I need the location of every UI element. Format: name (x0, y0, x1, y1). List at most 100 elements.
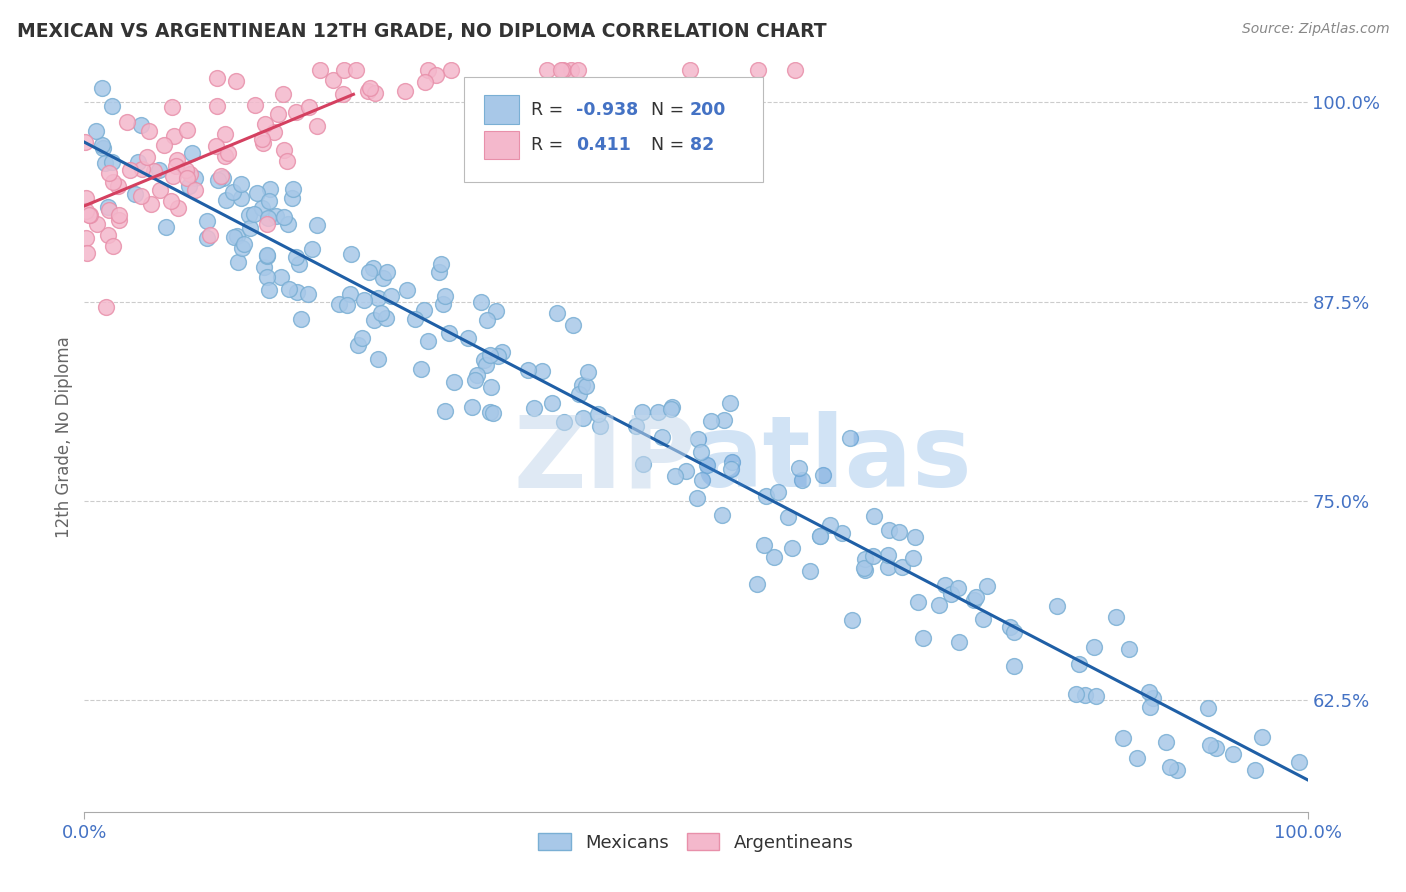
Point (184, 183, 207, 197)
Text: Source: ZipAtlas.com: Source: ZipAtlas.com (1241, 22, 1389, 37)
Point (107, 179, 129, 194)
Point (799, 564, 821, 578)
Point (1199, 738, 1222, 752)
Point (225, 74, 247, 88)
Point (567, 63, 589, 78)
Point (710, 508, 733, 522)
Point (184, 171, 207, 186)
Point (256, 269, 278, 284)
Point (690, 473, 713, 487)
Point (472, 353, 495, 368)
Text: 200: 200 (690, 101, 727, 119)
Point (1251, 730, 1274, 744)
Text: 82: 82 (690, 136, 714, 153)
Point (91, 138, 114, 153)
Point (810, 529, 832, 543)
Point (97, 227, 120, 242)
Point (1159, 760, 1181, 774)
Point (1004, 624, 1026, 639)
Point (226, 254, 249, 268)
Point (149, 183, 172, 197)
Point (163, 129, 186, 144)
FancyBboxPatch shape (464, 78, 763, 182)
Point (229, 178, 252, 192)
Point (561, 318, 583, 332)
Point (277, 217, 299, 231)
Point (166, 202, 188, 216)
Point (129, 118, 152, 132)
Text: R =: R = (531, 101, 562, 119)
Point (675, 464, 697, 478)
Point (176, 122, 198, 136)
Point (413, 75, 436, 89)
Point (139, 197, 162, 211)
Point (231, 191, 253, 205)
Point (551, 63, 574, 78)
Point (352, 331, 374, 345)
Point (432, 297, 454, 311)
Point (887, 524, 910, 539)
Point (396, 283, 419, 297)
Point (477, 313, 499, 327)
Point (131, 161, 153, 176)
Text: atlas: atlas (696, 411, 973, 508)
Point (333, 63, 356, 78)
Point (207, 71, 229, 86)
Point (363, 261, 385, 276)
Point (96, 300, 118, 314)
Point (747, 63, 769, 78)
Point (394, 83, 416, 97)
Point (246, 186, 269, 200)
Point (437, 326, 460, 340)
Point (138, 124, 160, 138)
Point (143, 163, 166, 178)
Point (97, 200, 120, 214)
Point (576, 365, 599, 379)
Point (273, 143, 295, 157)
Point (98, 202, 121, 217)
Text: MEXICAN VS ARGENTINEAN 12TH GRADE, NO DIPLOMA CORRELATION CHART: MEXICAN VS ARGENTINEAN 12TH GRADE, NO DI… (17, 22, 827, 41)
Point (1064, 687, 1087, 701)
Point (84, 124, 107, 138)
Point (127, 155, 149, 169)
Point (297, 287, 319, 301)
Point (1084, 689, 1107, 703)
Point (205, 99, 228, 113)
Point (853, 561, 876, 575)
Point (322, 73, 344, 87)
Point (1105, 610, 1128, 624)
Point (307, 119, 329, 133)
Point (280, 191, 302, 205)
Point (1142, 690, 1164, 705)
Point (226, 228, 249, 243)
Point (1002, 659, 1025, 673)
Point (76, 246, 98, 260)
Point (686, 491, 709, 505)
Point (482, 406, 505, 420)
Point (550, 63, 572, 78)
Point (1154, 735, 1177, 749)
Point (281, 182, 304, 196)
Point (553, 416, 575, 430)
Point (841, 613, 863, 627)
Point (523, 401, 546, 415)
Text: R =: R = (531, 136, 562, 153)
Point (198, 227, 221, 242)
Point (877, 548, 900, 562)
Point (785, 63, 807, 78)
Point (586, 407, 609, 421)
Point (464, 373, 486, 387)
Point (1083, 640, 1105, 654)
Point (252, 136, 274, 151)
Point (429, 257, 451, 271)
Point (233, 236, 256, 251)
Point (367, 291, 389, 305)
Point (1222, 747, 1244, 761)
Point (257, 211, 280, 225)
Point (79, 207, 101, 221)
Point (440, 63, 463, 78)
Point (370, 306, 392, 320)
Point (901, 551, 924, 566)
Point (818, 518, 841, 533)
Point (215, 193, 238, 207)
